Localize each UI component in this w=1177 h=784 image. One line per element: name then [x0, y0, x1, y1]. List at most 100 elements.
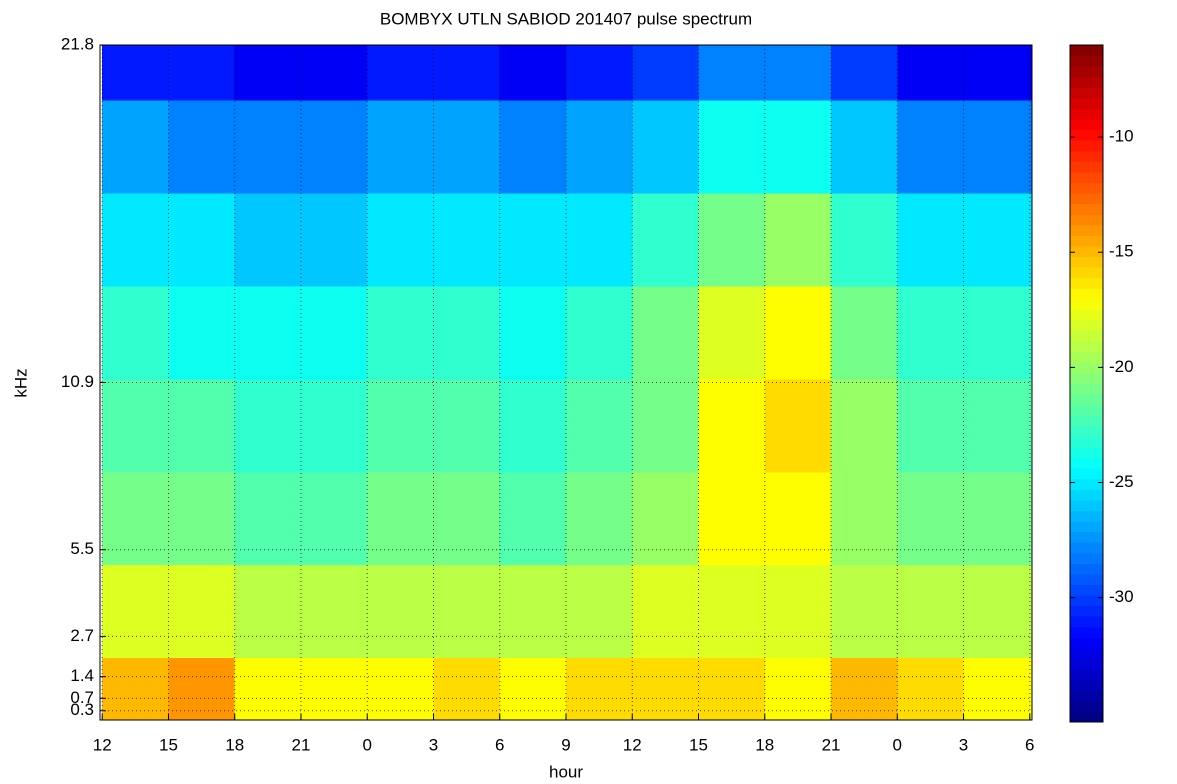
heatmap-cell — [764, 193, 832, 287]
colorbar-step — [1070, 55, 1103, 67]
heatmap-cell — [566, 45, 633, 101]
heatmap-cell — [632, 658, 699, 720]
chart-title: BOMBYX UTLN SABIOD 201407 pulse spectrum — [380, 9, 752, 28]
heatmap-cell — [764, 100, 832, 194]
heatmap-cell — [300, 45, 368, 101]
colorbar-step — [1070, 351, 1103, 363]
colorbar-step — [1070, 489, 1103, 501]
heatmap-cell — [433, 472, 500, 566]
heatmap-cell — [234, 286, 301, 380]
heatmap-cell — [367, 658, 434, 720]
colorbar-step — [1070, 499, 1103, 511]
heatmap-cell — [234, 472, 301, 566]
heatmap-cell — [566, 100, 633, 194]
heatmap-cell — [433, 100, 500, 194]
colorbar-step — [1070, 425, 1103, 437]
colorbar-step — [1070, 245, 1103, 258]
heatmap-cell — [168, 193, 235, 287]
y-axis-label: kHz — [11, 368, 30, 397]
colorbar-step — [1070, 383, 1103, 395]
colorbar-step — [1070, 193, 1103, 205]
x-tick-label: 0 — [893, 735, 902, 754]
y-tick-label: 2.7 — [70, 626, 94, 645]
heatmap-cell — [168, 379, 235, 473]
colorbar-step — [1070, 394, 1103, 406]
heatmap-cell — [764, 565, 832, 659]
heatmap-cell — [300, 658, 368, 720]
colorbar-step — [1070, 45, 1103, 57]
heatmap-cell — [831, 565, 898, 659]
heatmap-cell — [168, 45, 235, 101]
x-tick-label: 0 — [362, 735, 371, 754]
heatmap-cell — [433, 45, 500, 101]
heatmap-cell — [499, 379, 566, 473]
colorbar-step — [1070, 647, 1103, 660]
heatmap-cell — [632, 45, 699, 101]
y-tick-label: 0.3 — [70, 700, 94, 719]
heatmap-cell — [367, 565, 434, 659]
heatmap-cell — [234, 45, 301, 101]
colorbar-step — [1070, 616, 1103, 628]
heatmap-cell — [367, 286, 434, 380]
x-tick-label: 21 — [292, 735, 311, 754]
heatmap-cell — [566, 193, 633, 287]
heatmap-cell — [698, 565, 765, 659]
heatmap-cell — [168, 565, 235, 659]
heatmap-cell — [831, 100, 898, 194]
colorbar-step — [1070, 309, 1103, 321]
heatmap-cell — [831, 379, 898, 473]
heatmap-cell — [632, 193, 699, 287]
colorbar-step — [1070, 510, 1103, 522]
colorbar-step — [1070, 595, 1103, 607]
heatmap-cell — [433, 658, 500, 720]
heatmap-cell — [367, 472, 434, 566]
heatmap-cell — [168, 286, 235, 380]
heatmap-cell — [300, 193, 368, 287]
x-tick-label: 12 — [623, 735, 642, 754]
colorbar-step — [1070, 182, 1103, 194]
colorbar-step — [1070, 478, 1103, 490]
heatmap-cell — [102, 193, 169, 287]
heatmap-cell — [698, 193, 765, 287]
heatmap-cell — [566, 658, 633, 720]
heatmap-cell — [102, 472, 169, 566]
colorbar-step — [1070, 626, 1103, 638]
heatmap-cell — [499, 193, 566, 287]
x-tick-label: 15 — [159, 735, 178, 754]
colorbar-step — [1070, 76, 1103, 88]
colorbar-step — [1070, 446, 1103, 459]
heatmap-cell — [234, 100, 301, 194]
x-tick-label: 18 — [225, 735, 244, 754]
heatmap-cell — [102, 658, 169, 720]
heatmap-cell — [963, 100, 1032, 194]
y-tick-label: 21.8 — [61, 34, 94, 53]
heatmap-cell — [698, 45, 765, 101]
colorbar-step — [1070, 436, 1103, 448]
colorbar-step — [1070, 140, 1103, 152]
heatmap-cell — [566, 565, 633, 659]
heatmap-cell — [963, 286, 1032, 380]
colorbar-step — [1070, 711, 1103, 723]
colorbar-tick-label: -15 — [1109, 242, 1134, 261]
colorbar-frame — [1069, 44, 1104, 723]
heatmap-cell — [433, 379, 500, 473]
heatmap-cell — [499, 472, 566, 566]
colorbar-step — [1070, 690, 1103, 702]
colorbar-step — [1070, 531, 1103, 543]
heatmap-cell — [632, 286, 699, 380]
heatmap-cell — [433, 565, 500, 659]
colorbar-step — [1070, 552, 1103, 564]
x-tick-label: 3 — [429, 735, 438, 754]
heatmap-cell — [499, 565, 566, 659]
heatmap-cell — [897, 472, 964, 566]
colorbar-step — [1070, 584, 1103, 596]
colorbar-step — [1070, 320, 1103, 332]
x-tick-label: 15 — [689, 735, 708, 754]
colorbar-step — [1070, 605, 1103, 617]
colorbar-step — [1070, 224, 1103, 236]
colorbar-step — [1070, 150, 1103, 162]
heatmap-cell — [234, 379, 301, 473]
colorbar-step — [1070, 404, 1103, 416]
heatmap-cell — [168, 100, 235, 194]
y-tick-label: 0.7 — [70, 688, 94, 707]
